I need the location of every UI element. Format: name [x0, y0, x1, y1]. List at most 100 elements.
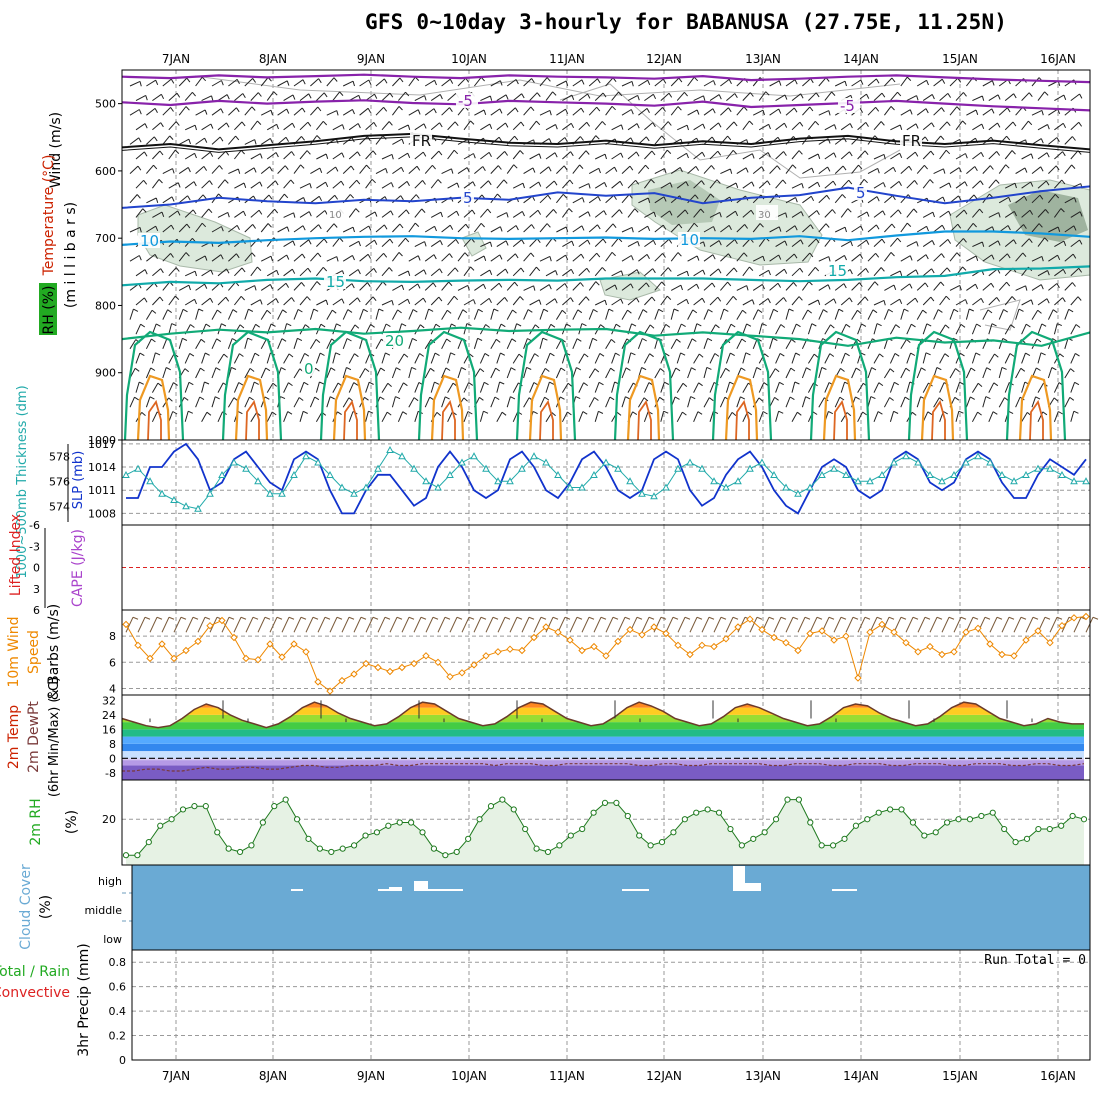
barb: [867, 252, 876, 262]
barb-flag: [615, 323, 621, 328]
barb: [424, 108, 435, 116]
panel-bg-1: [122, 440, 1090, 525]
barb-flag: [882, 210, 886, 216]
barb: [441, 338, 448, 350]
barb-flag: [252, 78, 257, 83]
barb: [201, 297, 211, 306]
barb: [1021, 120, 1029, 131]
barb: [152, 268, 162, 277]
barb: [1054, 268, 1064, 277]
barb-flag: [138, 381, 144, 385]
barb: [654, 135, 663, 145]
barb: [293, 338, 298, 349]
barb-flag: [924, 164, 928, 170]
barb: [857, 239, 867, 248]
barb: [693, 411, 699, 422]
barb-flag: [211, 95, 214, 101]
barb: [129, 226, 141, 233]
barb: [955, 411, 960, 422]
barb-flag: [455, 239, 460, 244]
barb: [178, 166, 189, 175]
contour-label-bg-0: [456, 93, 478, 108]
barb-flag: [849, 123, 853, 129]
boundary-loop-orange-9: [1018, 374, 1053, 441]
thickness-marker: [218, 470, 226, 478]
barb: [818, 110, 830, 116]
barb-flag: [1011, 296, 1016, 301]
barb-flag: [415, 194, 420, 199]
barb-flag: [952, 337, 958, 341]
barb-flag: [388, 121, 393, 126]
barb: [211, 396, 216, 408]
date-label-top-15JAN: 15JAN: [942, 52, 978, 66]
thickness-marker: [422, 477, 430, 485]
barb-flag: [498, 282, 503, 288]
boundary-loop-orange-1: [234, 374, 269, 441]
barb: [562, 179, 571, 189]
wind10-barb: [653, 617, 662, 633]
barb: [660, 121, 669, 131]
barb: [1037, 209, 1046, 218]
barb-flag: [749, 92, 754, 97]
wind10-barb-flag: [660, 616, 667, 620]
barb: [441, 107, 450, 116]
barb-flag: [318, 78, 322, 84]
barb-flag: [482, 166, 486, 172]
barb: [834, 80, 846, 87]
barb-flag: [703, 241, 706, 247]
barb-flag: [292, 240, 296, 246]
barb-flag: [924, 282, 929, 288]
barb: [824, 152, 835, 160]
barb-flag: [875, 78, 880, 84]
barb-flag: [139, 227, 142, 233]
barb: [523, 285, 534, 291]
thickness-marker: [902, 452, 910, 460]
barb-flag: [1022, 252, 1027, 258]
contour-label-bg-7: [678, 232, 700, 247]
thickness-marker: [842, 470, 850, 478]
barb: [342, 108, 353, 116]
wind10-marker: [542, 623, 550, 631]
contour-label-5: 5: [856, 184, 866, 202]
barb: [545, 180, 555, 189]
barb: [217, 211, 229, 218]
barb: [135, 297, 145, 306]
cloud-tick-low: low: [103, 933, 122, 946]
barb: [884, 284, 895, 291]
contour-label-bg-4: [461, 190, 474, 205]
barb: [184, 209, 194, 218]
barb: [310, 106, 319, 116]
barb-flag: [236, 79, 240, 85]
barb-flag: [253, 381, 259, 385]
barb-flag: [182, 308, 188, 313]
barb-flag: [793, 282, 797, 287]
barb: [670, 166, 681, 175]
barb: [146, 136, 155, 145]
wind10-barb-flag: [672, 616, 679, 620]
wind10-barb: [509, 617, 518, 633]
barb-flag: [652, 122, 656, 128]
barb: [775, 240, 786, 248]
barb-flag: [778, 108, 782, 114]
barb-flag: [291, 297, 295, 302]
barb: [447, 295, 455, 306]
barb-flag: [252, 224, 257, 229]
barb-flag: [1057, 254, 1061, 261]
barb-flag: [562, 193, 568, 199]
rh-marker: [944, 819, 951, 826]
barb-flag: [799, 267, 804, 273]
barb: [479, 411, 484, 422]
barb: [867, 135, 876, 145]
barb-flag: [785, 212, 788, 218]
barb: [802, 252, 811, 262]
wind10-barb-flag: [1056, 616, 1063, 620]
barb-flag: [433, 108, 437, 114]
wind10-barb: [257, 617, 266, 633]
barb-flag: [595, 281, 600, 286]
barb: [594, 267, 603, 277]
barb-flag: [407, 270, 411, 276]
barb-flag: [538, 299, 542, 305]
barb-flag: [647, 226, 651, 231]
barb-flag: [594, 397, 599, 401]
barb-flag: [979, 208, 984, 214]
